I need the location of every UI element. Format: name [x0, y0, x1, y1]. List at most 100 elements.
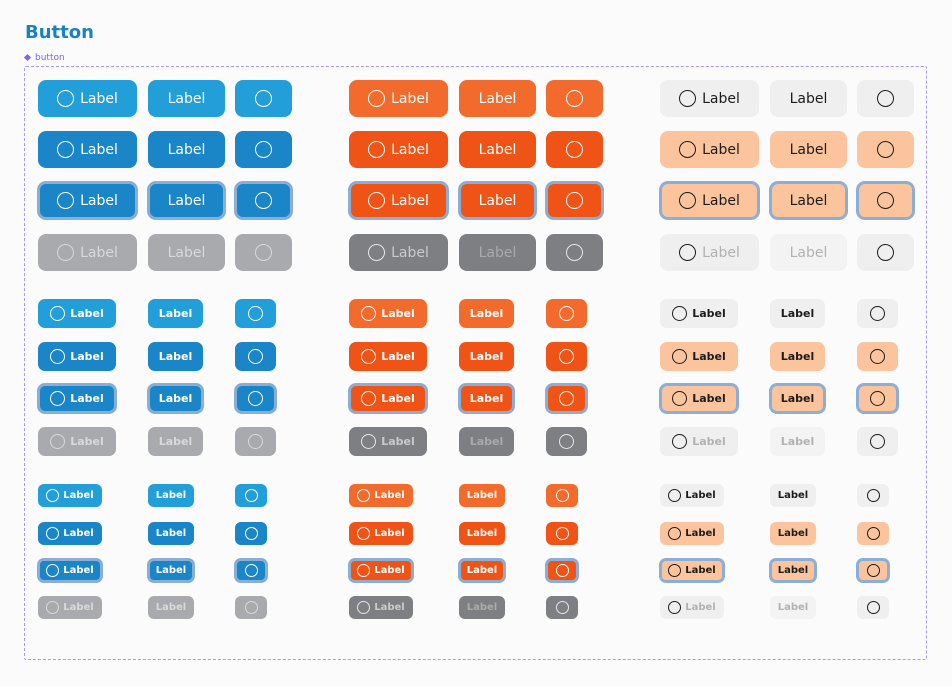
button-large-neutral-default-icon-label[interactable]: Label — [660, 80, 759, 117]
button-medium-blue-focused-label-only[interactable]: Label — [148, 384, 203, 413]
button-medium-neutral-focused-icon-only[interactable] — [857, 384, 898, 413]
button-small-neutral-disabled-icon-only — [857, 596, 889, 619]
button-small-orange-focused-label-only[interactable]: Label — [459, 559, 505, 582]
button-large-blue-focused-label-only[interactable]: Label — [148, 182, 225, 219]
button-small-neutral-focused-label-only[interactable]: Label — [770, 559, 816, 582]
button-label: Label — [466, 565, 498, 576]
button-large-orange-default-icon-label[interactable]: Label — [349, 80, 448, 117]
button-medium-orange-pressed-icon-label[interactable]: Label — [349, 342, 427, 371]
button-label: Label — [789, 192, 828, 209]
button-small-neutral-default-label-only[interactable]: Label — [770, 484, 816, 507]
button-large-orange-disabled-icon-label: Label — [349, 234, 448, 271]
button-large-blue-pressed-icon-only[interactable] — [235, 131, 292, 168]
button-large-blue-focused-icon-label[interactable]: Label — [38, 182, 137, 219]
button-small-blue-default-label-only[interactable]: Label — [148, 484, 194, 507]
circle-icon — [255, 244, 272, 261]
button-medium-blue-pressed-label-only[interactable]: Label — [148, 342, 203, 371]
button-large-orange-default-icon-only[interactable] — [546, 80, 603, 117]
button-small-orange-pressed-icon-label[interactable]: Label — [349, 522, 413, 545]
button-small-neutral-focused-icon-only[interactable] — [857, 559, 889, 582]
circle-icon — [50, 391, 66, 406]
button-large-orange-pressed-icon-label[interactable]: Label — [349, 131, 448, 168]
button-small-orange-default-icon-label[interactable]: Label — [349, 484, 413, 507]
circle-icon — [255, 192, 272, 209]
button-medium-blue-pressed-icon-only[interactable] — [235, 342, 276, 371]
button-small-orange-pressed-icon-only[interactable] — [546, 522, 578, 545]
button-medium-neutral-default-label-only[interactable]: Label — [770, 299, 825, 328]
button-medium-orange-focused-label-only[interactable]: Label — [459, 384, 514, 413]
button-small-orange-default-icon-only[interactable] — [546, 484, 578, 507]
button-medium-orange-default-icon-only[interactable] — [546, 299, 587, 328]
button-large-orange-focused-label-only[interactable]: Label — [459, 182, 536, 219]
button-large-orange-pressed-label-only[interactable]: Label — [459, 131, 536, 168]
button-small-neutral-pressed-icon-only[interactable] — [857, 522, 889, 545]
button-large-orange-pressed-icon-only[interactable] — [546, 131, 603, 168]
button-large-blue-disabled-icon-only — [235, 234, 292, 271]
button-small-neutral-default-icon-label[interactable]: Label — [660, 484, 724, 507]
button-small-orange-focused-icon-only[interactable] — [546, 559, 578, 582]
button-large-neutral-pressed-icon-only[interactable] — [857, 131, 914, 168]
button-medium-orange-default-label-only[interactable]: Label — [459, 299, 514, 328]
button-small-neutral-focused-icon-label[interactable]: Label — [660, 559, 724, 582]
button-medium-neutral-pressed-icon-label[interactable]: Label — [660, 342, 738, 371]
button-medium-neutral-default-icon-label[interactable]: Label — [660, 299, 738, 328]
button-large-neutral-default-label-only[interactable]: Label — [770, 80, 847, 117]
button-large-neutral-pressed-label-only[interactable]: Label — [770, 131, 847, 168]
button-small-blue-focused-icon-label[interactable]: Label — [38, 559, 102, 582]
button-large-blue-focused-icon-only[interactable] — [235, 182, 292, 219]
circle-icon — [672, 349, 688, 364]
button-medium-blue-focused-icon-only[interactable] — [235, 384, 276, 413]
circle-icon — [679, 141, 697, 158]
button-small-neutral-pressed-icon-label[interactable]: Label — [660, 522, 724, 545]
button-large-blue-default-icon-label[interactable]: Label — [38, 80, 137, 117]
button-small-blue-default-icon-only[interactable] — [235, 484, 267, 507]
button-medium-neutral-pressed-label-only[interactable]: Label — [770, 342, 825, 371]
button-large-blue-default-label-only[interactable]: Label — [148, 80, 225, 117]
button-medium-orange-default-icon-label[interactable]: Label — [349, 299, 427, 328]
button-large-orange-focused-icon-label[interactable]: Label — [349, 182, 448, 219]
button-small-neutral-default-icon-only[interactable] — [857, 484, 889, 507]
button-large-orange-focused-icon-only[interactable] — [546, 182, 603, 219]
button-small-blue-focused-icon-only[interactable] — [235, 559, 267, 582]
button-medium-blue-default-icon-label[interactable]: Label — [38, 299, 116, 328]
button-label: Label — [685, 490, 716, 501]
button-medium-neutral-default-icon-only[interactable] — [857, 299, 898, 328]
button-medium-blue-default-label-only[interactable]: Label — [148, 299, 203, 328]
button-small-orange-focused-icon-label[interactable]: Label — [349, 559, 413, 582]
button-large-blue-pressed-icon-label[interactable]: Label — [38, 131, 137, 168]
circle-icon — [877, 141, 894, 158]
button-small-blue-pressed-label-only[interactable]: Label — [148, 522, 194, 545]
button-small-orange-pressed-label-only[interactable]: Label — [459, 522, 505, 545]
button-medium-orange-pressed-label-only[interactable]: Label — [459, 342, 514, 371]
button-small-orange-default-label-only[interactable]: Label — [459, 484, 505, 507]
button-medium-blue-pressed-icon-label[interactable]: Label — [38, 342, 116, 371]
button-large-neutral-default-icon-only[interactable] — [857, 80, 914, 117]
button-medium-blue-disabled-icon-label: Label — [38, 427, 116, 456]
button-medium-orange-pressed-icon-only[interactable] — [546, 342, 587, 371]
button-small-blue-pressed-icon-label[interactable]: Label — [38, 522, 102, 545]
button-medium-neutral-focused-label-only[interactable]: Label — [770, 384, 825, 413]
button-small-blue-pressed-icon-only[interactable] — [235, 522, 267, 545]
button-medium-blue-focused-icon-label[interactable]: Label — [38, 384, 116, 413]
button-medium-neutral-focused-icon-label[interactable]: Label — [660, 384, 738, 413]
circle-icon — [361, 391, 377, 406]
circle-icon — [668, 489, 682, 502]
button-medium-orange-focused-icon-only[interactable] — [546, 384, 587, 413]
button-large-neutral-disabled-icon-only — [857, 234, 914, 271]
button-large-blue-default-icon-only[interactable] — [235, 80, 292, 117]
button-small-neutral-pressed-label-only[interactable]: Label — [770, 522, 816, 545]
button-large-neutral-focused-icon-only[interactable] — [857, 182, 914, 219]
button-large-orange-default-label-only[interactable]: Label — [459, 80, 536, 117]
button-large-neutral-focused-label-only[interactable]: Label — [770, 182, 847, 219]
button-label: Label — [777, 490, 809, 501]
button-large-blue-pressed-label-only[interactable]: Label — [148, 131, 225, 168]
circle-icon — [368, 192, 386, 209]
button-label: Label — [391, 244, 429, 261]
button-medium-orange-focused-icon-label[interactable]: Label — [349, 384, 427, 413]
button-small-blue-default-icon-label[interactable]: Label — [38, 484, 102, 507]
button-large-neutral-focused-icon-label[interactable]: Label — [660, 182, 759, 219]
button-large-neutral-pressed-icon-label[interactable]: Label — [660, 131, 759, 168]
button-small-blue-focused-label-only[interactable]: Label — [148, 559, 194, 582]
button-medium-neutral-pressed-icon-only[interactable] — [857, 342, 898, 371]
button-medium-blue-default-icon-only[interactable] — [235, 299, 276, 328]
